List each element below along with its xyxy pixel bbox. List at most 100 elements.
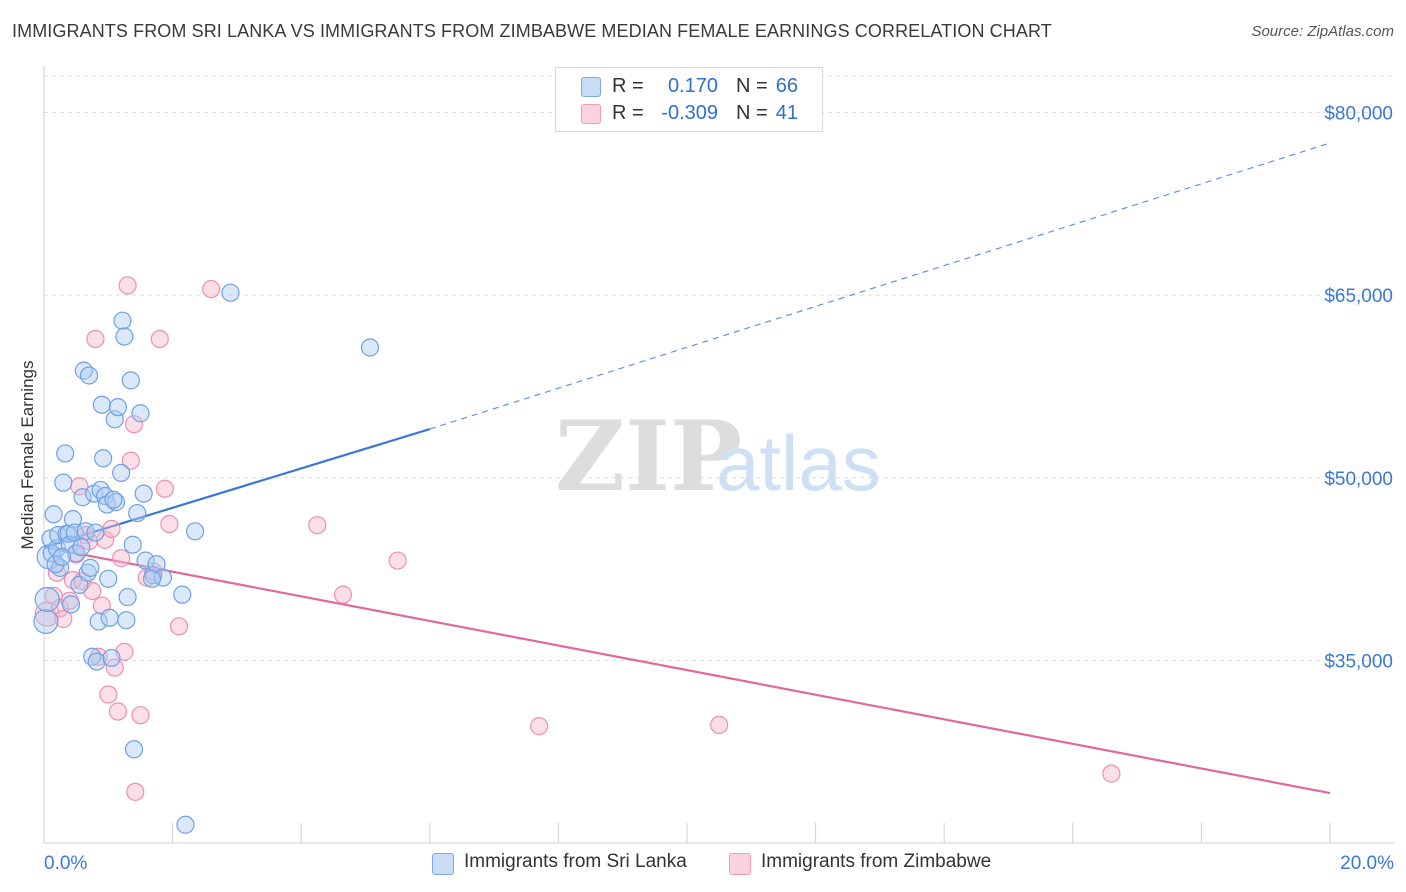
point-sri-lanka <box>112 463 131 482</box>
point-sri-lanka <box>131 404 150 423</box>
point-zimbabwe <box>388 551 407 570</box>
point-sri-lanka <box>104 490 123 509</box>
legend-swatch-sri-lanka <box>581 77 601 97</box>
point-sri-lanka <box>113 311 132 330</box>
point-sri-lanka <box>79 366 99 385</box>
point-sri-lanka <box>186 522 205 541</box>
legend-row-zimbabwe: R = -0.309 N = 41 <box>556 101 822 127</box>
point-sri-lanka <box>73 488 92 507</box>
x-tick-label-max: 20.0% <box>1340 853 1394 874</box>
point-sri-lanka <box>89 612 108 631</box>
point-sri-lanka <box>72 538 91 557</box>
point-sri-lanka <box>134 484 153 503</box>
legend-r-value: -0.309 <box>661 102 718 124</box>
point-sri-lanka <box>61 595 81 614</box>
point-sri-lanka <box>44 505 63 524</box>
bottom-legend-swatch-sri-lanka <box>432 853 454 875</box>
point-zimbabwe <box>112 549 131 568</box>
legend-r-label: R = <box>612 75 644 97</box>
point-sri-lanka <box>54 473 73 492</box>
point-sri-lanka <box>221 283 240 302</box>
chart-title: IMMIGRANTS FROM SRI LANKA VS IMMIGRANTS … <box>12 21 1052 41</box>
point-sri-lanka <box>94 449 113 468</box>
point-zimbabwe <box>50 598 70 618</box>
point-sri-lanka <box>86 523 105 542</box>
point-sri-lanka <box>46 555 65 574</box>
legend-swatch-zimbabwe <box>581 104 601 124</box>
trend-line-sri-lanka <box>43 428 431 549</box>
point-sri-lanka <box>108 398 128 417</box>
point-zimbabwe <box>131 706 150 725</box>
y-axis-label: Median Female Earnings <box>18 360 37 550</box>
point-sri-lanka <box>74 361 93 380</box>
point-sri-lanka <box>99 569 118 588</box>
legend-row-sri-lanka: R = 0.170 N = 66 <box>556 74 822 100</box>
legend-n-label: N = <box>736 102 768 124</box>
point-zimbabwe <box>102 519 121 538</box>
point-sri-lanka <box>128 503 147 523</box>
legend-n-label: N = <box>736 75 768 97</box>
point-sri-lanka <box>102 648 121 668</box>
point-sri-lanka <box>176 815 195 834</box>
point-zimbabwe <box>530 717 549 736</box>
point-sri-lanka <box>92 395 111 414</box>
point-sri-lanka <box>124 740 144 759</box>
point-sri-lanka <box>56 444 75 463</box>
point-zimbabwe <box>105 658 124 677</box>
point-zimbabwe <box>169 617 189 636</box>
bottom-legend-label-sri-lanka: Immigrants from Sri Lanka <box>464 851 687 872</box>
point-sri-lanka <box>123 535 142 554</box>
point-zimbabwe <box>150 329 169 349</box>
point-zimbabwe <box>202 279 221 299</box>
point-sri-lanka <box>81 558 100 577</box>
point-zimbabwe <box>108 702 128 721</box>
point-sri-lanka <box>63 510 83 529</box>
bottom-legend-swatch-zimbabwe <box>729 853 751 875</box>
point-sri-lanka <box>118 587 137 607</box>
point-zimbabwe <box>121 451 140 470</box>
point-sri-lanka <box>360 338 380 357</box>
point-sri-lanka <box>34 586 60 613</box>
point-sri-lanka <box>117 611 136 630</box>
point-zimbabwe <box>160 514 179 534</box>
point-sri-lanka <box>78 563 97 582</box>
point-sri-lanka <box>52 547 72 566</box>
legend-r-label: R = <box>612 102 644 124</box>
point-zimbabwe <box>308 516 327 535</box>
bottom-legend-label-zimbabwe: Immigrants from Zimbabwe <box>761 851 992 872</box>
y-tick-label: $35,000 <box>1324 651 1393 672</box>
point-zimbabwe <box>155 479 174 498</box>
point-sri-lanka <box>33 608 59 635</box>
point-zimbabwe <box>1102 764 1121 783</box>
point-zimbabwe <box>54 609 73 629</box>
watermark-zip: ZIP <box>555 400 742 513</box>
point-zimbabwe <box>124 415 144 434</box>
legend-n-value: 41 <box>775 102 798 124</box>
point-zimbabwe <box>118 276 137 295</box>
point-sri-lanka <box>100 608 119 627</box>
trend-line-sri-lanka-projection <box>429 142 1331 430</box>
y-tick-label: $50,000 <box>1324 469 1393 490</box>
point-sri-lanka <box>115 327 134 346</box>
point-sri-lanka <box>173 585 192 604</box>
y-tick-label: $80,000 <box>1324 104 1393 125</box>
trend-line-zimbabwe <box>43 546 1331 795</box>
point-zimbabwe <box>126 782 145 801</box>
point-zimbabwe <box>710 715 729 735</box>
point-zimbabwe <box>333 585 353 604</box>
legend-n-value: 66 <box>775 75 798 97</box>
point-zimbabwe <box>86 329 105 349</box>
watermark-atlas: atlas <box>716 419 881 507</box>
point-sri-lanka <box>142 569 162 588</box>
x-tick-label-min: 0.0% <box>44 853 87 874</box>
point-sri-lanka <box>87 652 106 671</box>
source-note: Source: ZipAtlas.com <box>1251 23 1394 40</box>
legend-r-value: 0.170 <box>667 75 718 97</box>
point-sri-lanka <box>106 493 126 512</box>
correlation-legend: R = 0.170 N = 66 R = -0.309 N = 41 <box>555 67 823 132</box>
point-sri-lanka <box>42 544 61 563</box>
y-tick-label: $65,000 <box>1324 286 1393 307</box>
point-sri-lanka <box>121 371 140 390</box>
point-sri-lanka <box>136 551 155 570</box>
